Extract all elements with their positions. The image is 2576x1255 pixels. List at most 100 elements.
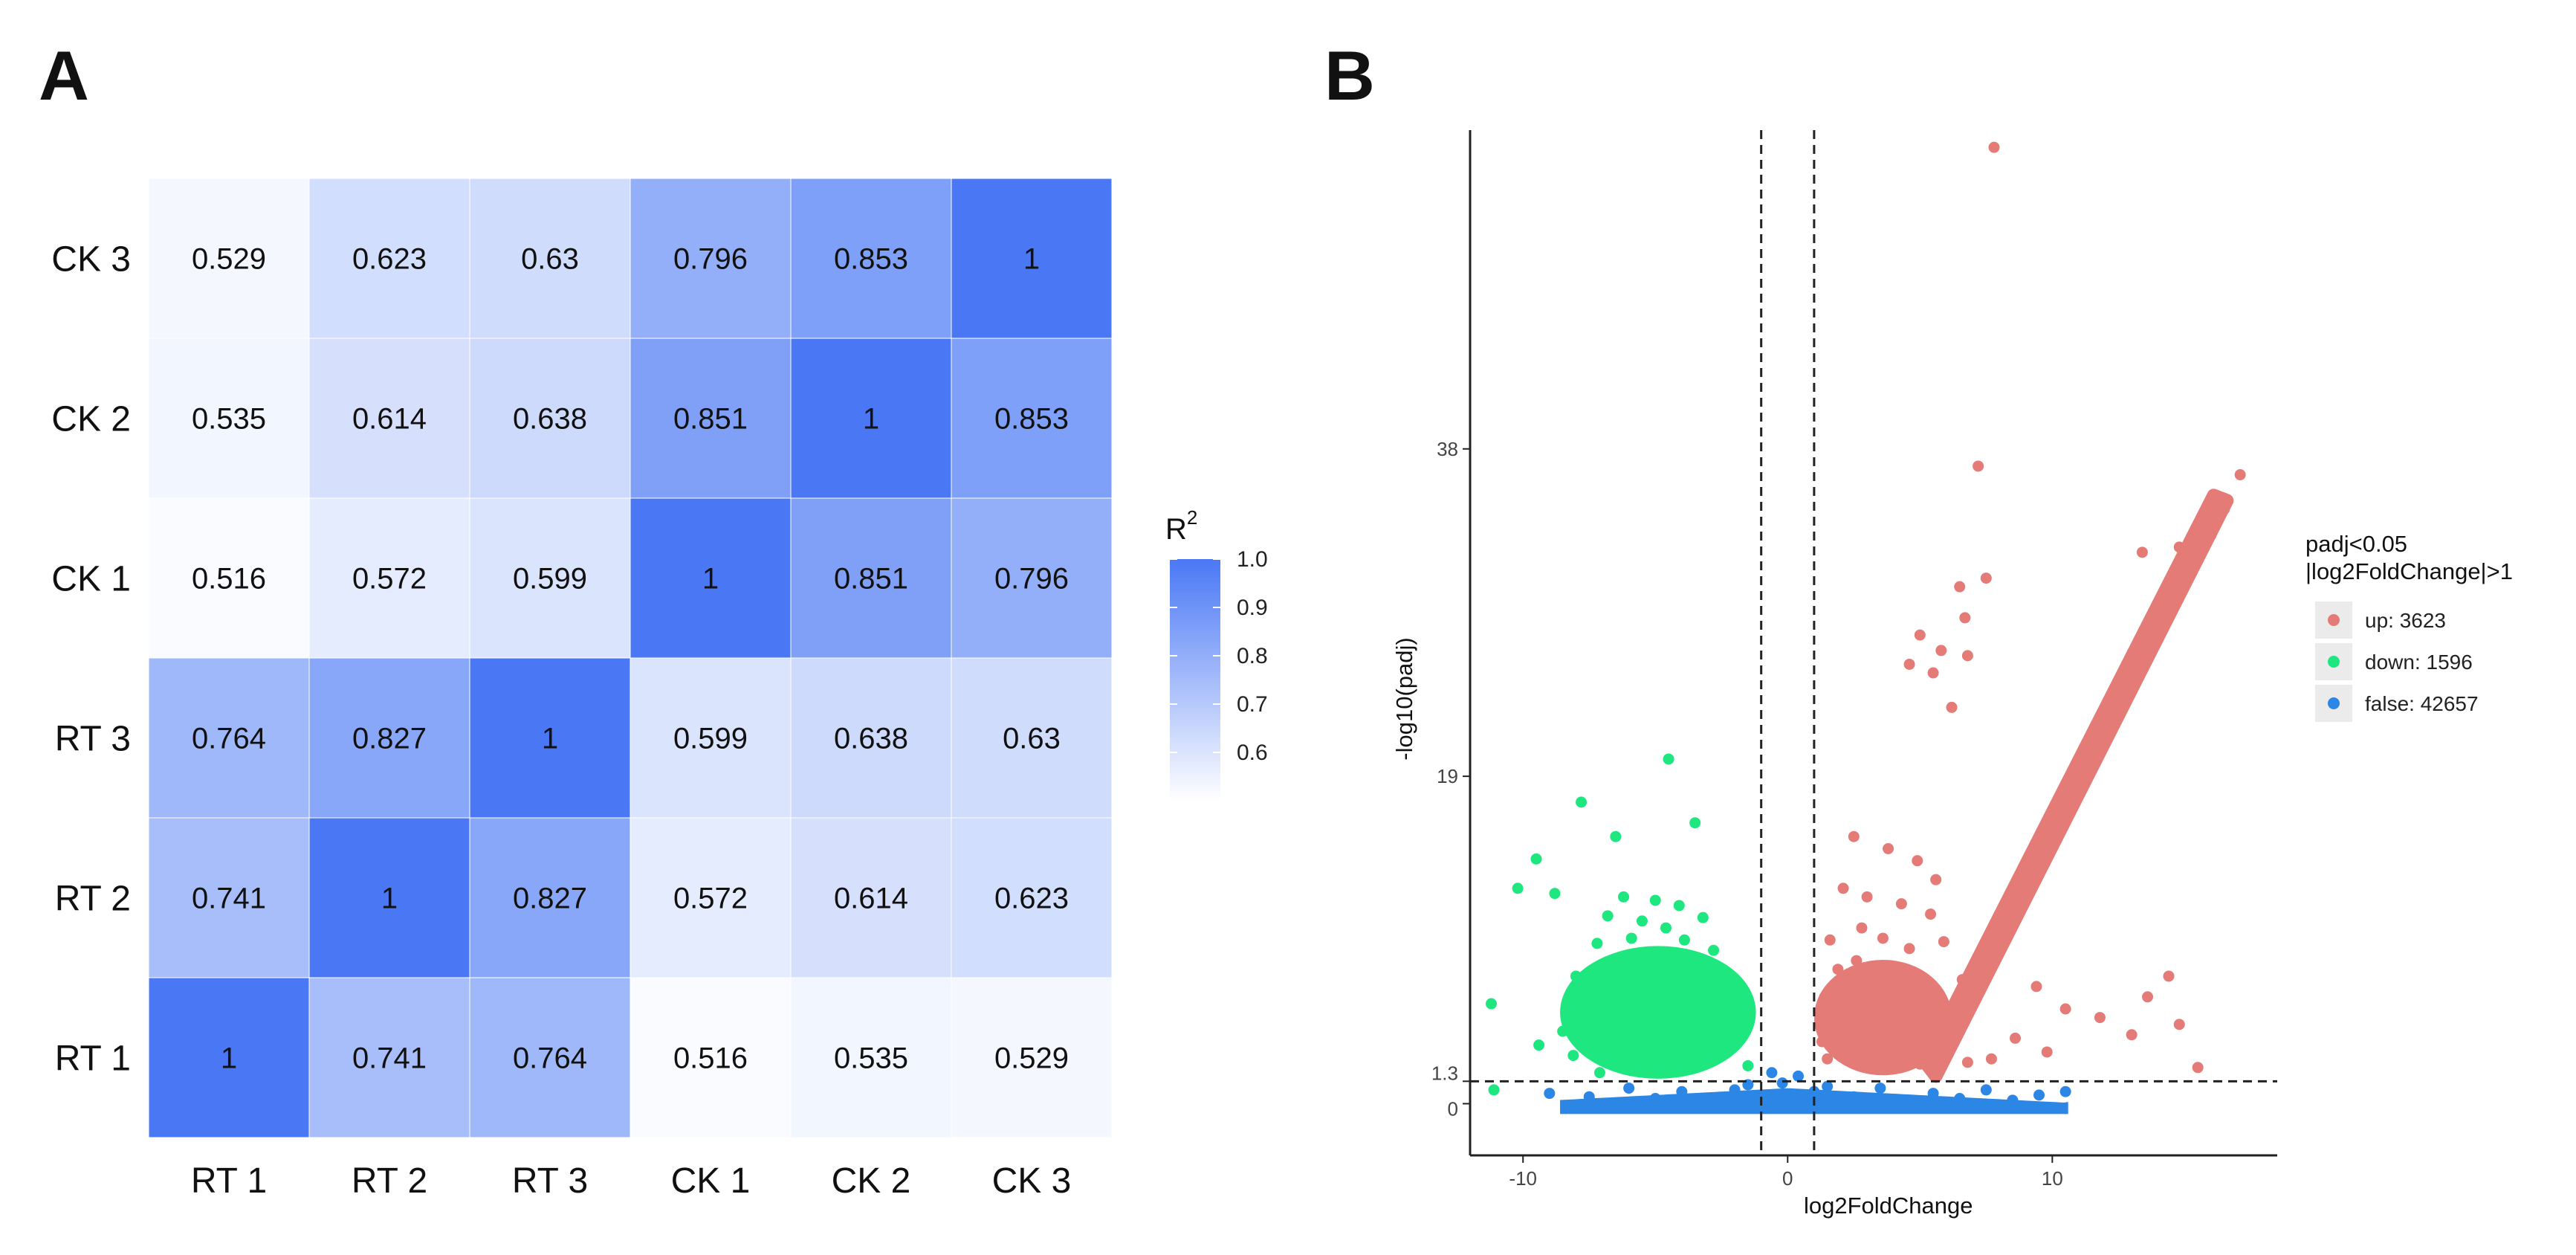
heatmap-cell — [951, 977, 1113, 1138]
volcano-point-up — [1941, 1025, 1952, 1037]
volcano-point-down — [1697, 912, 1709, 923]
volcano-points — [1485, 141, 2246, 1114]
heatmap-y-tick-label: CK 1 — [51, 560, 131, 599]
volcano-point-up — [1888, 1051, 1900, 1063]
heatmap-cell — [790, 497, 952, 659]
volcano-point-up — [1866, 1056, 1878, 1068]
heatmap-cell — [148, 657, 310, 819]
heatmap-cell — [148, 338, 310, 499]
heatmap-cell-label: 0.535 — [834, 1042, 908, 1075]
heatmap-legend-tick-label: 0.7 — [1237, 692, 1268, 717]
volcano-point-up — [1824, 934, 1836, 946]
heatmap-cell — [951, 657, 1113, 819]
volcano-point-down — [1673, 900, 1685, 912]
heatmap-x-tick-label: RT 3 — [512, 1161, 588, 1201]
heatmap-cell-label: 1 — [221, 1042, 237, 1075]
volcano-point-up — [1967, 970, 1979, 982]
volcano-ticks: -10 0 10 0 1.3 19 38 — [1431, 438, 2063, 1190]
volcano-point-up — [1927, 1037, 1939, 1049]
volcano-point-up — [1837, 883, 1849, 894]
volcano-point-up — [2192, 1062, 2204, 1074]
volcano-point-down — [1488, 1084, 1500, 1096]
volcano-point-down — [1663, 753, 1674, 765]
heatmap-cell-label: 0.599 — [673, 723, 748, 755]
volcano-point-up — [2178, 572, 2190, 584]
heatmap-cell — [951, 817, 1113, 978]
heatmap-cell — [469, 817, 631, 978]
heatmap-cell-label: 0.63 — [521, 243, 579, 276]
volcano-point-up — [2152, 619, 2164, 630]
heatmap-legend-tick-label: 1.0 — [1237, 547, 1268, 572]
volcano-point-false — [1822, 1080, 1834, 1092]
volcano-point-up — [1925, 909, 1937, 920]
volcano-point-up — [2059, 1003, 2071, 1015]
heatmap-x-tick-label: CK 2 — [832, 1161, 911, 1201]
volcano-point-down — [1742, 1059, 1754, 1071]
heatmap-cell-label: 1 — [381, 883, 398, 915]
heatmap-cell — [951, 497, 1113, 659]
volcano-point-down — [1705, 1048, 1717, 1059]
volcano-point-down — [1625, 932, 1637, 944]
volcano-point-false — [1781, 1097, 1793, 1109]
heatmap-cell-label: 0.529 — [994, 1042, 1069, 1075]
heatmap-cell — [308, 817, 470, 978]
heatmap-cell-label: 0.853 — [994, 403, 1069, 436]
heatmap-cell — [308, 338, 470, 499]
volcano-point-down — [1607, 1015, 1619, 1027]
heatmap-legend-tick-label: 0.8 — [1237, 644, 1268, 668]
heatmap-y-tick-label: RT 2 — [55, 880, 131, 919]
volcano-point-up — [1832, 964, 1844, 975]
volcano-legend-key-false — [2328, 697, 2340, 709]
heatmap-cell-label: 1 — [863, 403, 879, 436]
volcano-point-up — [2094, 1012, 2106, 1024]
volcano-threshold-lines — [1470, 130, 2277, 1155]
volcano-point-up — [1983, 939, 1995, 951]
volcano-legend-label-false: false: 42657 — [2365, 692, 2479, 715]
heatmap-x-tick-label: CK 3 — [992, 1161, 1072, 1201]
volcano-point-down — [1734, 1032, 1746, 1044]
volcano-point-down — [1649, 1007, 1661, 1019]
volcano-y-tick-label: 0 — [1448, 1097, 1458, 1120]
volcano-point-up — [1856, 922, 1868, 934]
heatmap-cell-label: 0.741 — [192, 883, 266, 915]
volcano-point-false — [1954, 1093, 1966, 1105]
volcano-point-up — [1816, 1036, 1828, 1048]
volcano-point-up — [1914, 629, 1926, 641]
heatmap-x-labels: RT 1 RT 2 RT 3 CK 1 CK 2 CK 3 — [191, 1161, 1072, 1201]
volcano-point-up — [2078, 757, 2090, 769]
volcano-point-up — [1851, 955, 1863, 967]
volcano-point-down — [1512, 883, 1524, 894]
volcano-point-false — [1848, 1091, 1860, 1103]
volcano-x-tick-label: 10 — [2042, 1167, 2063, 1190]
volcano-point-down — [1610, 830, 1622, 842]
volcano-point-up — [1885, 987, 1897, 999]
volcano-point-down — [1557, 1025, 1569, 1037]
heatmap-cell-label: 0.764 — [192, 723, 266, 755]
heatmap-x-tick-label: RT 1 — [191, 1161, 267, 1201]
volcano-point-up — [1912, 855, 1923, 867]
volcano-point-false — [1768, 1094, 1780, 1106]
volcano-point-false — [1702, 1094, 1714, 1106]
volcano-point-up — [1935, 645, 1947, 656]
volcano-point-up — [1985, 1053, 1997, 1065]
volcano-point-up — [2015, 877, 2027, 889]
heatmap-legend: R2 1.0 0.9 0.8 0.7 0.6 — [1165, 506, 1268, 801]
volcano-point-up — [2030, 848, 2042, 859]
panel-label-b: B — [1324, 36, 1375, 114]
volcano-point-up — [1819, 991, 1831, 1003]
volcano-y-axis-title: -log10(padj) — [1391, 637, 1417, 760]
volcano-point-down — [1620, 991, 1632, 1003]
volcano-point-up — [1845, 1050, 1857, 1062]
volcano-point-up — [2190, 546, 2201, 558]
volcano-point-false — [1649, 1093, 1661, 1105]
volcano-point-up — [2163, 970, 2175, 982]
volcano-point-up — [1951, 1001, 1963, 1013]
volcano-point-up — [1861, 891, 1873, 903]
volcano-point-down — [1593, 1067, 1605, 1079]
volcano-y-tick-label: 19 — [1437, 765, 1458, 787]
volcano-point-up — [1851, 1010, 1863, 1022]
heatmap-cell — [630, 338, 792, 499]
heatmap-cell — [148, 178, 310, 339]
volcano-point-up — [1903, 658, 1915, 670]
